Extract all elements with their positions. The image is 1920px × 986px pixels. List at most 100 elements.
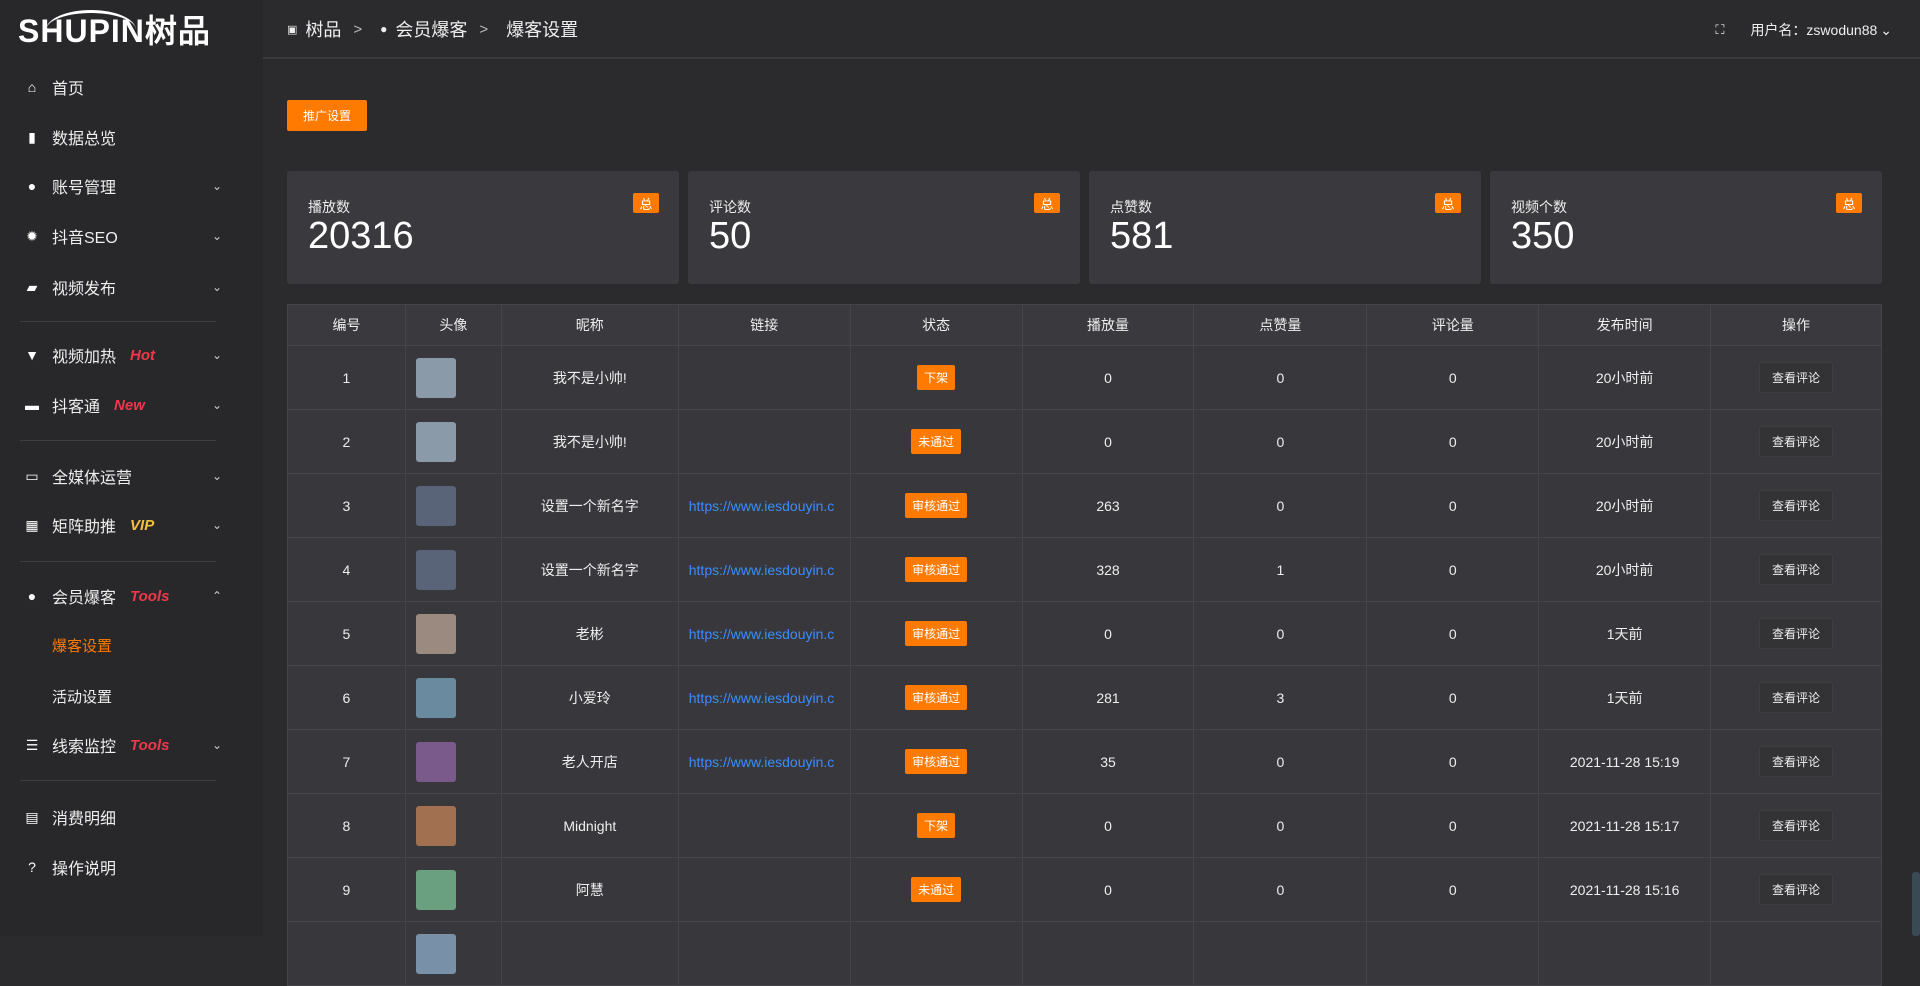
total-badge: 总 (1435, 193, 1461, 213)
sidebar-item[interactable]: ● 会员爆客 Tools ⌃ (0, 576, 263, 616)
promo-settings-button[interactable]: 推广设置 (287, 100, 367, 131)
view-comments-button[interactable]: 查看评论 (1759, 618, 1834, 649)
sidebar-tag: Tools (130, 736, 170, 754)
view-comments-button[interactable]: 查看评论 (1759, 490, 1834, 521)
scrollbar[interactable] (1912, 872, 1920, 936)
avatar (415, 677, 456, 718)
video-link[interactable]: https://www.iesdouyin.c (677, 473, 851, 538)
sidebar-item[interactable]: ▤ 消费明细 (0, 797, 263, 837)
avatar (415, 869, 456, 910)
row-id: 6 (287, 665, 406, 730)
sidebar-subitem[interactable]: 爆客设置 (52, 637, 113, 655)
video-link[interactable] (677, 793, 851, 858)
view-comments-button[interactable]: 查看评论 (1759, 874, 1834, 905)
user-menu[interactable]: 用户名：zswodun88 (1750, 22, 1878, 38)
divider (20, 321, 216, 322)
sidebar-item[interactable]: ▬ 抖客通 New ⌄ (0, 385, 263, 425)
view-comments-button[interactable]: 查看评论 (1759, 810, 1834, 841)
sidebar-item[interactable]: ⌂ 首页 (0, 67, 263, 107)
stat-value: 581 (1110, 215, 1174, 257)
publish-time (1538, 921, 1712, 986)
column-header: 评论量 (1366, 304, 1540, 346)
nickname: 我不是小帅! (500, 345, 679, 410)
sidebar-item[interactable]: ☰ 线索监控 Tools ⌄ (0, 725, 263, 765)
view-comments-button[interactable]: 查看评论 (1759, 554, 1834, 585)
breadcrumb-item[interactable]: 会员爆客 (395, 20, 468, 40)
video-link[interactable]: https://www.iesdouyin.c (677, 665, 851, 730)
stat-value: 350 (1511, 215, 1575, 257)
row-id: 3 (287, 473, 406, 538)
sidebar-item-label: 矩阵助推 (52, 519, 117, 536)
sidebar-item[interactable]: ✹ 抖音SEO ⌄ (0, 216, 263, 256)
sidebar-item[interactable]: ▰ 视频发布 ⌄ (0, 267, 263, 307)
chevron-down-icon[interactable]: ⌄ (1880, 21, 1892, 38)
play-count: 0 (1021, 601, 1195, 666)
breadcrumb-item[interactable]: 树品 (305, 20, 342, 40)
row-id (287, 921, 406, 986)
sidebar-item[interactable]: ▭ 全媒体运营 ⌄ (0, 456, 263, 496)
view-comments-button[interactable]: 查看评论 (1759, 362, 1834, 393)
column-header: 发布时间 (1538, 304, 1712, 346)
sidebar-item[interactable]: ? 操作说明 (0, 847, 263, 887)
nickname: 小爱玲 (500, 665, 679, 730)
divider (20, 561, 216, 562)
sidebar-item[interactable]: ▦ 矩阵助推 VIP ⌄ (0, 505, 263, 545)
like-count: 0 (1193, 409, 1368, 474)
wallet-icon: ▤ (25, 808, 39, 825)
view-comments-button[interactable]: 查看评论 (1759, 682, 1834, 713)
publish-time: 1天前 (1538, 665, 1712, 730)
like-count: 0 (1193, 473, 1368, 538)
video-link[interactable]: https://www.iesdouyin.c (677, 537, 851, 602)
chevron-icon: ⌄ (212, 348, 223, 362)
sidebar-item[interactable]: ▼ 视频加热 Hot ⌄ (0, 335, 263, 375)
monitor-icon: ▭ (25, 467, 39, 484)
like-count: 0 (1193, 857, 1368, 922)
view-comments-button[interactable]: 查看评论 (1759, 426, 1834, 457)
sidebar-item-label: 账号管理 (52, 180, 117, 197)
grid-icon: ▦ (25, 516, 39, 533)
column-header: 点赞量 (1193, 304, 1368, 346)
comment-count: 0 (1366, 345, 1540, 410)
chevron-icon: ⌄ (212, 179, 223, 193)
comment-count: 0 (1366, 409, 1540, 474)
header: ▣ 树品 > ● 会员爆客 > 爆客设置 ⛶ 用户名：zswodun88 ⌄ (263, 0, 1920, 59)
sidebar-item[interactable]: ● 账号管理 ⌄ (0, 166, 263, 206)
column-header: 状态 (849, 304, 1023, 346)
sidebar-item[interactable]: ▮ 数据总览 (0, 117, 263, 157)
sidebar-item-label: 数据总览 (52, 131, 117, 148)
play-count: 0 (1021, 345, 1195, 410)
table-row: 6 小爱玲 https://www.iesdouyin.c 审核通过 281 3… (287, 665, 1882, 730)
video-link[interactable] (677, 921, 851, 986)
nickname (500, 921, 679, 986)
nickname: 我不是小帅! (500, 409, 679, 474)
sidebar-subitem[interactable]: 活动设置 (52, 688, 113, 706)
divider (20, 440, 216, 441)
like-count: 0 (1193, 345, 1368, 410)
nickname: Midnight (500, 793, 679, 858)
sidebar-item-label: 视频加热 (52, 349, 117, 366)
stat-card: 评论数 50 总 (688, 171, 1080, 284)
avatar (415, 933, 456, 974)
publish-time: 20小时前 (1538, 473, 1712, 538)
like-count: 3 (1193, 665, 1368, 730)
status-badge: 未通过 (911, 877, 962, 902)
video-link[interactable] (677, 857, 851, 922)
help-icon: ? (28, 859, 36, 875)
sidebar-item-label: 操作说明 (52, 861, 117, 878)
comment-count: 0 (1366, 473, 1540, 538)
comment-count: 0 (1366, 857, 1540, 922)
view-comments-button[interactable]: 查看评论 (1759, 746, 1834, 777)
breadcrumb-current: 爆客设置 (506, 20, 579, 40)
video-link[interactable]: https://www.iesdouyin.c (677, 601, 851, 666)
chevron-icon: ⌄ (212, 398, 223, 412)
status-badge: 审核通过 (905, 685, 968, 710)
chevron-icon: ⌄ (212, 469, 223, 483)
fullscreen-icon[interactable]: ⛶ (1715, 22, 1725, 37)
camera-icon: ▰ (26, 278, 38, 295)
video-link[interactable] (677, 409, 851, 474)
like-count: 0 (1193, 729, 1368, 794)
status-badge: 审核通过 (905, 493, 968, 518)
stat-label: 视频个数 (1511, 199, 1567, 215)
video-link[interactable] (677, 345, 851, 410)
video-link[interactable]: https://www.iesdouyin.c (677, 729, 851, 794)
